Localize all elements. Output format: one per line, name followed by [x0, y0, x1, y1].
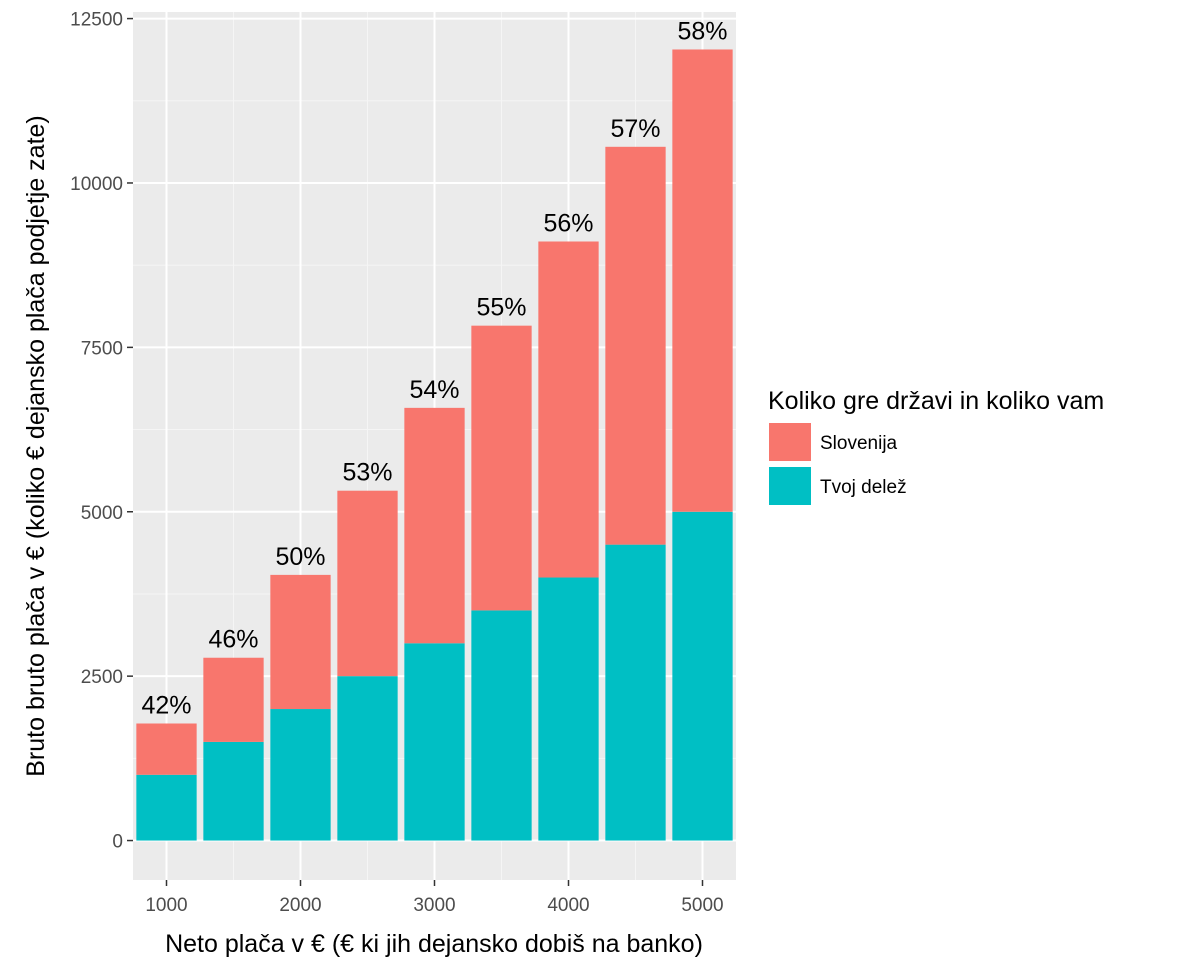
bar-percent-label: 46%: [208, 626, 258, 654]
bar-percent-label: 57%: [610, 115, 660, 143]
y-tick-label: 12500: [70, 10, 123, 31]
bar-tvoj-delez: [672, 511, 733, 841]
bar-tvoj-delez: [136, 774, 197, 841]
bar-slovenija: [672, 49, 733, 512]
y-tick-label: 7500: [81, 338, 123, 359]
bar-tvoj-delez: [404, 643, 465, 841]
bar-slovenija: [471, 325, 532, 611]
bar-percent-label: 42%: [141, 691, 191, 719]
bar-percent-label: 50%: [275, 543, 325, 571]
x-tick-label: 3000: [413, 895, 455, 916]
x-tick-label: 5000: [681, 895, 723, 916]
bar-percent-label: 56%: [543, 209, 593, 237]
bars-group: [136, 49, 733, 841]
legend-label-tvoj-delez: Tvoj delež: [820, 477, 907, 498]
y-tick-label: 5000: [81, 503, 123, 524]
bar-slovenija: [605, 146, 666, 545]
bar-percent-label: 54%: [409, 376, 459, 404]
x-tick-label: 2000: [279, 895, 321, 916]
bar-tvoj-delez: [605, 544, 666, 841]
legend-label-slovenija: Slovenija: [820, 433, 898, 454]
bar-labels-group: 42% 46% 50% 53% 54% 55% 56% 57% 58%: [141, 17, 727, 719]
bar-percent-label: 53%: [342, 459, 392, 487]
bar-slovenija: [203, 657, 264, 742]
bar-percent-label: 55%: [476, 294, 526, 322]
bar-tvoj-delez: [538, 577, 599, 841]
x-tick-label: 4000: [547, 895, 589, 916]
y-tick-label: 2500: [81, 667, 123, 688]
bar-tvoj-delez: [471, 610, 532, 841]
x-axis-title: Neto plača v € (€ ki jih dejansko dobiš …: [165, 930, 703, 958]
bar-slovenija: [270, 574, 331, 710]
x-tick-label: 1000: [145, 895, 187, 916]
bar-slovenija: [136, 723, 197, 775]
bar-slovenija: [538, 241, 599, 578]
bar-slovenija: [404, 407, 465, 644]
bar-slovenija: [337, 490, 398, 677]
bar-tvoj-delez: [270, 709, 331, 841]
y-tick-label: 0: [112, 832, 123, 853]
x-axis: 1000 2000 3000 4000 5000: [145, 880, 724, 916]
legend: Koliko gre državi in koliko vam Slovenij…: [768, 387, 1104, 505]
legend-key-slovenija: [769, 423, 811, 461]
y-tick-label: 10000: [70, 174, 123, 195]
y-axis: 0 2500 5000 7500 10000 12500: [70, 10, 133, 853]
legend-key-tvoj-delez: [769, 467, 811, 505]
bar-tvoj-delez: [203, 741, 264, 841]
legend-title: Koliko gre državi in koliko vam: [768, 387, 1104, 415]
bar-percent-label: 58%: [677, 17, 727, 45]
y-axis-title: Bruto bruto plača v € (koliko € dejansko…: [22, 115, 50, 777]
bar-tvoj-delez: [337, 676, 398, 841]
